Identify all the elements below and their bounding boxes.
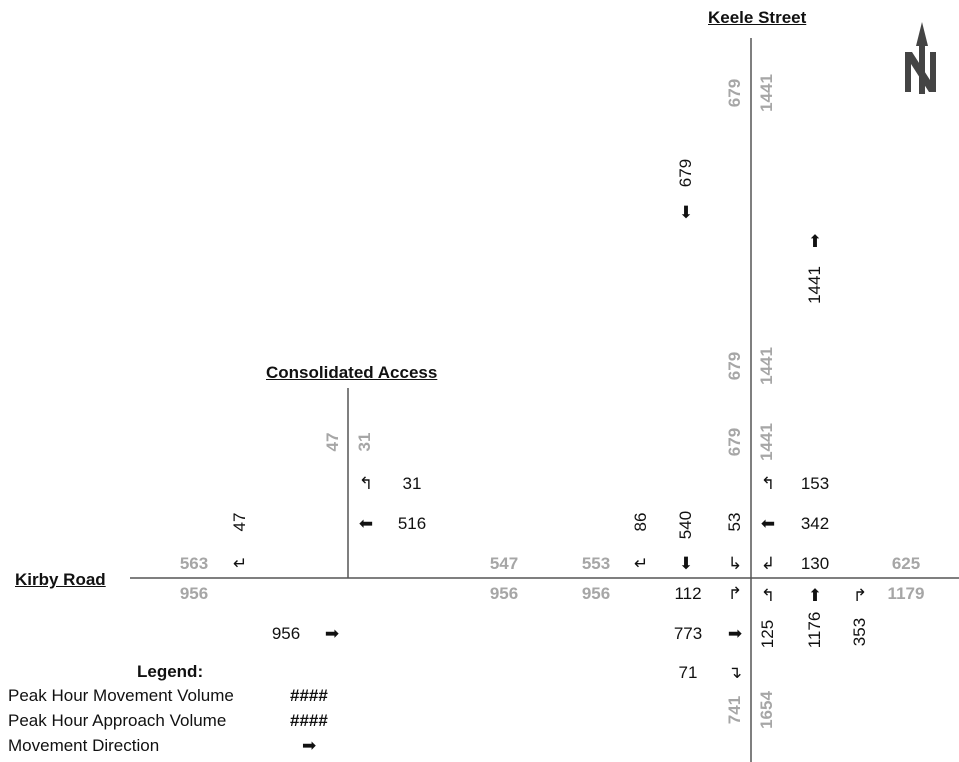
wb-right-turn-icon: ↰ xyxy=(760,474,776,493)
arrow-left-icon: ⬅ xyxy=(358,514,374,533)
arrow-right-icon: ➡ xyxy=(727,624,743,643)
access-sb-left: 47 xyxy=(230,512,249,532)
keele-sb-through: 540 xyxy=(676,510,695,540)
keele-mid-approach-sb: 679 xyxy=(725,351,744,381)
legend-approach-sample: #### xyxy=(290,711,328,730)
keele-eb-through: 773 xyxy=(673,624,703,643)
arrow-down-icon: ⬇ xyxy=(678,554,694,573)
access-west-leg-eb: 956 xyxy=(179,584,209,603)
wb-left-turn-icon: ↰ xyxy=(358,474,374,493)
keele-nb-movement: 1441 xyxy=(805,266,824,304)
keele-north-approach-sb: 679 xyxy=(725,78,744,108)
arrow-left-icon: ⬅ xyxy=(760,514,776,533)
keele-sb-movement: 679 xyxy=(676,158,695,188)
arrow-up-icon: ⬆ xyxy=(807,232,823,251)
access-east-leg-wb: 547 xyxy=(489,554,519,573)
keele-sb-right: 86 xyxy=(631,512,650,532)
legend-direction-arrow-icon: ➡ xyxy=(302,736,317,755)
keele-west-leg-inbound: 553 xyxy=(581,554,611,573)
keele-nb-left: 125 xyxy=(758,619,777,649)
keele-sb-left: 53 xyxy=(725,512,744,532)
consolidated-access-label: Consolidated Access xyxy=(266,363,438,382)
nb-right-turn-icon: ↱ xyxy=(852,586,868,605)
keele-south-leg-inbound: 1654 xyxy=(757,691,776,729)
eb-right-turn-icon: ↴ xyxy=(727,663,743,682)
keele-east-leg-outbound: 1179 xyxy=(887,584,925,603)
arrow-up-icon: ⬆ xyxy=(807,586,823,605)
access-north-leg-in: 31 xyxy=(355,432,374,452)
wb-left-turn-icon: ↲ xyxy=(760,554,776,573)
keele-street-label: Keele Street xyxy=(708,8,807,27)
legend-movement-label: Peak Hour Movement Volume xyxy=(8,686,234,705)
access-eb-through: 956 xyxy=(271,624,301,643)
keele-wb-left: 130 xyxy=(800,554,830,573)
access-north-leg-out: 47 xyxy=(323,432,342,452)
keele-eb-left: 112 xyxy=(674,584,702,603)
legend-movement-sample: #### xyxy=(290,686,328,705)
keele-eb-right: 71 xyxy=(678,663,698,682)
access-wb-through: 516 xyxy=(397,514,427,533)
keele-nb-right: 353 xyxy=(850,617,869,647)
keele-west-leg-outbound: 956 xyxy=(581,584,611,603)
keele-south-leg-outbound: 741 xyxy=(725,695,744,725)
kirby-road-label: Kirby Road xyxy=(15,570,106,589)
sb-right-turn-icon: ↵ xyxy=(633,554,649,573)
eb-left-turn-icon: ↱ xyxy=(727,584,743,603)
nb-left-turn-icon: ↰ xyxy=(760,586,776,605)
legend-direction-label: Movement Direction xyxy=(8,736,160,755)
sb-left-turn-icon: ↳ xyxy=(727,554,743,573)
keele-north-approach-nb: 1441 xyxy=(757,74,776,112)
access-wb-left-turn: 31 xyxy=(402,474,422,493)
keele-low-approach-sb: 679 xyxy=(725,427,744,457)
sb-right-turn-icon: ↵ xyxy=(232,554,248,573)
arrow-down-icon: ⬇ xyxy=(678,203,694,222)
access-east-leg-eb: 956 xyxy=(489,584,519,603)
keele-nb-through: 1176 xyxy=(805,611,824,649)
keele-mid-approach-nb: 1441 xyxy=(757,347,776,385)
legend-title: Legend: xyxy=(137,662,204,681)
keele-low-approach-nb: 1441 xyxy=(757,423,776,461)
keele-wb-through: 342 xyxy=(800,514,830,533)
keele-wb-right: 153 xyxy=(800,474,830,493)
keele-east-leg-inbound: 625 xyxy=(891,554,921,573)
legend-approach-label: Peak Hour Approach Volume xyxy=(8,711,227,730)
north-arrow-icon xyxy=(905,22,936,94)
access-west-leg-wb: 563 xyxy=(179,554,209,573)
arrow-right-icon: ➡ xyxy=(324,624,340,643)
